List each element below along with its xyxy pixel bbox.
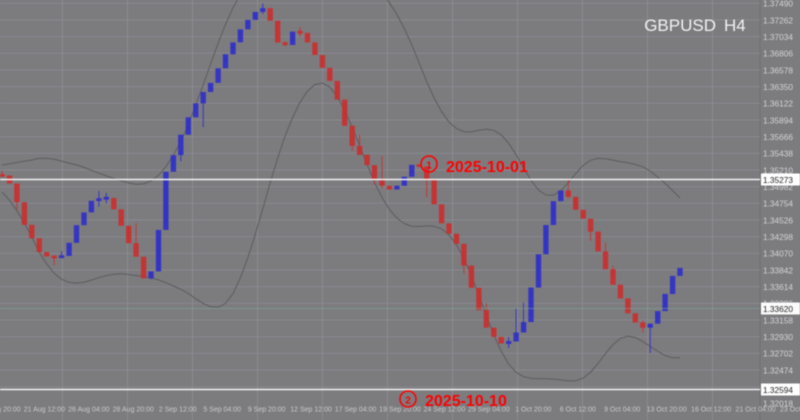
svg-text:9 Oct 04:00: 9 Oct 04:00 [604, 407, 640, 414]
svg-text:26 Aug 04:00: 26 Aug 04:00 [68, 407, 109, 414]
svg-text:1.32930: 1.32930 [763, 332, 793, 342]
svg-text:1.32702: 1.32702 [763, 349, 793, 359]
svg-text:1.35273: 1.35273 [763, 175, 793, 185]
svg-text:1.33158: 1.33158 [763, 315, 793, 325]
svg-text:GBPUSD: GBPUSD [644, 16, 716, 35]
svg-text:23 Oct 20:00: 23 Oct 20:00 [780, 407, 800, 414]
svg-text:17 Sep 04:00: 17 Sep 04:00 [335, 407, 377, 414]
svg-text:1.33620: 1.33620 [763, 304, 793, 314]
svg-text:18 Aug 20:00: 18 Aug 20:00 [0, 407, 21, 414]
svg-text:2 Sep 12:00: 2 Sep 12:00 [159, 407, 197, 414]
svg-text:H4: H4 [724, 16, 746, 35]
svg-text:1.33614: 1.33614 [763, 282, 793, 292]
svg-text:1.36806: 1.36806 [763, 49, 793, 59]
svg-text:6 Oct 12:00: 6 Oct 12:00 [560, 407, 596, 414]
svg-text:2025-10-01: 2025-10-01 [446, 159, 528, 176]
svg-text:1.36578: 1.36578 [763, 65, 793, 75]
svg-text:5 Sep 04:00: 5 Sep 04:00 [203, 407, 241, 414]
svg-text:1.32474: 1.32474 [763, 365, 793, 375]
svg-text:21 Oct 04:00: 21 Oct 04:00 [736, 407, 776, 414]
svg-text:9 Sep 20:00: 9 Sep 20:00 [248, 407, 286, 414]
svg-text:1.37490: 1.37490 [763, 0, 793, 9]
svg-text:1.35666: 1.35666 [763, 132, 793, 142]
svg-text:16 Oct 12:00: 16 Oct 12:00 [691, 407, 731, 414]
svg-text:1.35438: 1.35438 [763, 149, 793, 159]
svg-text:2: 2 [405, 396, 411, 407]
svg-text:1.34526: 1.34526 [763, 215, 793, 225]
svg-text:21 Aug 12:00: 21 Aug 12:00 [24, 407, 65, 414]
svg-text:1.36350: 1.36350 [763, 82, 793, 92]
svg-text:1.34754: 1.34754 [763, 199, 793, 209]
svg-text:1.34298: 1.34298 [763, 232, 793, 242]
svg-text:1 Oct 20:00: 1 Oct 20:00 [515, 407, 551, 414]
svg-text:1.33842: 1.33842 [763, 265, 793, 275]
svg-text:12 Sep 12:00: 12 Sep 12:00 [290, 407, 332, 414]
svg-text:1.35894: 1.35894 [763, 115, 793, 125]
svg-text:13 Oct 20:00: 13 Oct 20:00 [647, 407, 687, 414]
svg-text:1.37262: 1.37262 [763, 15, 793, 25]
svg-text:1.32594: 1.32594 [763, 385, 793, 395]
svg-text:2025-10-10: 2025-10-10 [425, 393, 507, 410]
svg-text:1: 1 [426, 161, 432, 172]
svg-text:28 Aug 20:00: 28 Aug 20:00 [113, 407, 154, 414]
svg-text:1.37034: 1.37034 [763, 32, 793, 42]
svg-text:19 Sep 20:00: 19 Sep 20:00 [379, 407, 421, 414]
svg-text:1.36122: 1.36122 [763, 99, 793, 109]
svg-text:1.34070: 1.34070 [763, 249, 793, 259]
